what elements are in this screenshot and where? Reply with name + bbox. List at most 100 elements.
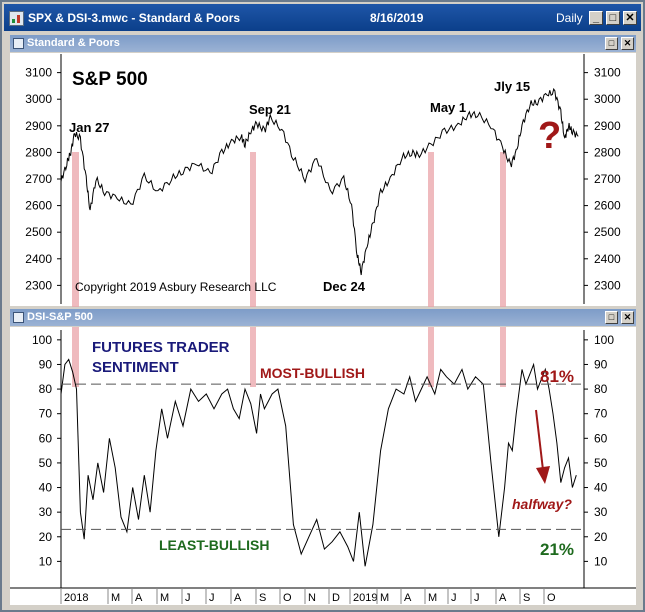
month-label: S [523,592,530,604]
spx-y-tick-right: 2400 [594,252,621,266]
month-label: J [209,592,215,604]
spx-y-tick-right: 2500 [594,225,621,239]
pane-icon [13,38,24,49]
month-label: S [259,592,266,604]
spx-y-tick-left: 2800 [25,145,52,159]
dsi-y-tick-left: 70 [39,407,53,421]
halfway-label: halfway? [512,496,572,512]
dsi-y-tick-right: 100 [594,333,614,347]
spx-y-tick-right: 2600 [594,199,621,213]
highlight-column-lower [500,327,506,387]
dsi-y-tick-right: 40 [594,481,608,495]
spx-y-tick-left: 3100 [25,66,52,80]
dsi-y-tick-left: 10 [39,554,53,568]
dsi-y-tick-right: 60 [594,431,608,445]
futures-label-line2: SENTIMENT [92,359,179,376]
dsi-y-tick-right: 70 [594,407,608,421]
dsi-y-tick-left: 20 [39,530,53,544]
spx-y-tick-right: 3100 [594,66,621,80]
label-sep21: Sep 21 [249,102,291,117]
lower-pane-titlebar[interactable]: DSI-S&P 500 □ ✕ [10,309,636,326]
spx-y-tick-right: 2800 [594,145,621,159]
highlight-column-lower [250,327,256,387]
lower-pane-title: DSI-S&P 500 [27,311,93,323]
month-label: J [474,592,480,604]
dsi-y-tick-right: 20 [594,530,608,544]
spx-y-tick-left: 2700 [25,172,52,186]
month-label: 2018 [64,592,88,604]
label-jly15: Jly 15 [494,79,530,94]
upper-pane-close-button[interactable]: ✕ [621,37,634,50]
pane-icon [13,312,24,323]
highlight-column-upper [250,152,256,307]
month-label: J [185,592,191,604]
spx-y-tick-right: 2300 [594,278,621,292]
lower-pane-maximize-button[interactable]: □ [605,311,618,324]
futures-label-line1: FUTURES TRADER [92,339,230,356]
highlight-column-lower [428,327,434,387]
dsi-y-tick-left: 80 [39,382,53,396]
least-bullish-label: LEAST-BULLISH [159,537,269,553]
dsi-sentiment-line [60,358,577,567]
spx-price-line [60,87,579,276]
dsi-y-tick-right: 50 [594,456,608,470]
spx-y-tick-left: 2900 [25,119,52,133]
dsi-pane [10,327,636,605]
label-may1: May 1 [430,100,466,115]
month-label: A [404,592,412,604]
dsi-y-tick-left: 90 [39,357,53,371]
month-label: M [160,592,169,604]
maximize-button[interactable]: □ [606,11,620,25]
month-label: 2019 [353,592,377,604]
spx-y-tick-left: 2400 [25,252,52,266]
label-dec24: Dec 24 [323,279,366,294]
spx-y-tick-right: 3000 [594,92,621,106]
dsi-y-tick-left: 40 [39,481,53,495]
upper-pane-titlebar[interactable]: Standard & Poors □ ✕ [10,35,636,52]
dsi-y-tick-left: 30 [39,505,53,519]
title-bar[interactable]: SPX & DSI-3.mwc - Standard & Poors 8/16/… [4,4,641,31]
dsi-y-tick-left: 50 [39,456,53,470]
copyright-text: Copyright 2019 Asbury Research LLC [75,280,277,294]
most-bullish-label: MOST-BULLISH [260,365,365,381]
spx-y-tick-right: 2900 [594,119,621,133]
highlight-column-upper [72,152,79,307]
spx-y-tick-left: 2300 [25,278,52,292]
pct-21-label: 21% [540,540,574,559]
window-title: SPX & DSI-3.mwc - Standard & Poors [28,11,241,25]
close-button[interactable]: ✕ [623,11,637,25]
spx-y-tick-left: 3000 [25,92,52,106]
month-label: J [451,592,457,604]
month-label: M [380,592,389,604]
question-mark: ? [538,115,561,157]
month-label: D [332,592,340,604]
highlight-column-lower [72,327,79,387]
label-jan27: Jan 27 [69,120,109,135]
month-label: O [283,592,292,604]
lower-pane-close-button[interactable]: ✕ [621,311,634,324]
spx-y-tick-left: 2600 [25,199,52,213]
dsi-y-tick-right: 80 [594,382,608,396]
frequency-label: Daily [556,11,583,25]
month-label: N [308,592,316,604]
dsi-y-tick-left: 100 [32,333,52,347]
dsi-y-tick-right: 10 [594,554,608,568]
month-label: O [547,592,556,604]
dsi-y-tick-left: 60 [39,431,53,445]
window-date: 8/16/2019 [370,11,424,25]
minimize-button[interactable]: _ [589,11,603,25]
pct-81-label: 81% [540,367,574,386]
dsi-y-tick-right: 30 [594,505,608,519]
month-label: A [135,592,143,604]
spx-pane [10,53,636,306]
down-arrow-head [536,466,550,484]
month-label: M [111,592,120,604]
upper-pane-maximize-button[interactable]: □ [605,37,618,50]
month-label: A [499,592,507,604]
highlight-column-upper [500,152,506,307]
spx-y-tick-right: 2700 [594,172,621,186]
dsi-y-tick-right: 90 [594,357,608,371]
down-arrow-shaft [535,409,544,471]
